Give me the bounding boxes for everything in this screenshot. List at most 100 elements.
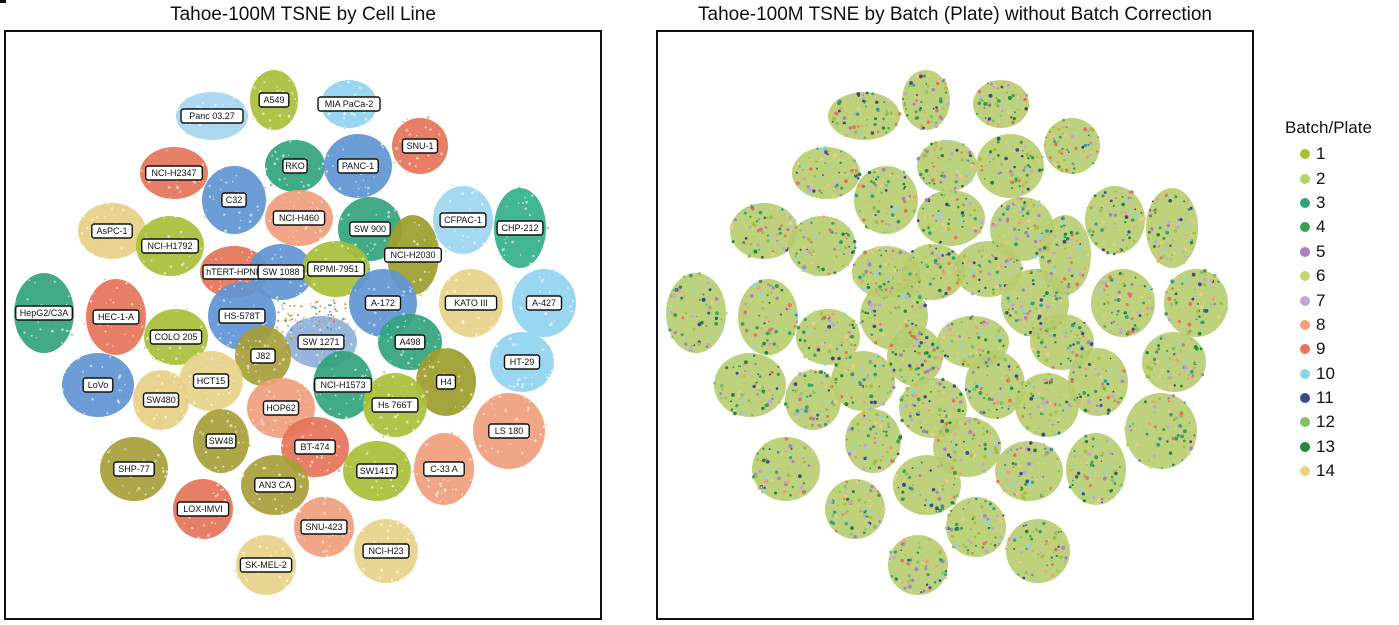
scatter-point <box>142 260 145 263</box>
scatter-point <box>278 330 281 333</box>
scatter-point <box>708 288 712 292</box>
scatter-point <box>825 408 828 411</box>
scatter-point <box>571 294 575 298</box>
scatter-point <box>241 253 244 255</box>
scatter-point <box>1021 288 1025 292</box>
scatter-point <box>115 221 118 224</box>
scatter-point <box>216 493 219 496</box>
scatter-point <box>332 151 335 153</box>
scatter-point <box>134 346 137 349</box>
scatter-point <box>350 326 353 329</box>
scatter-point <box>296 321 299 324</box>
scatter-point <box>962 254 967 258</box>
scatter-point <box>285 549 289 553</box>
scatter-point <box>809 370 812 373</box>
scatter-point <box>882 364 885 367</box>
scatter-point <box>724 396 727 399</box>
scatter-point <box>359 203 361 205</box>
cluster-label: MIA PaCa-2 <box>317 96 381 112</box>
scatter-point <box>909 81 913 85</box>
scatter-point <box>1057 127 1061 132</box>
scatter-point <box>159 156 162 159</box>
scatter-point <box>906 114 909 117</box>
scatter-point <box>321 162 325 166</box>
cluster-label-text: SNU-1 <box>406 141 433 151</box>
scatter-point <box>908 414 912 418</box>
scatter-point <box>1152 460 1155 463</box>
scatter-point <box>836 182 840 185</box>
scatter-point <box>848 126 853 130</box>
scatter-point <box>1162 428 1166 431</box>
scatter-point <box>373 541 376 544</box>
scatter-point <box>451 184 454 187</box>
scatter-point <box>303 316 306 319</box>
scatter-point <box>1167 317 1172 322</box>
scatter-point <box>131 339 133 341</box>
scatter-point <box>961 158 964 162</box>
scatter-point <box>934 425 938 430</box>
scatter-point <box>348 118 352 122</box>
scatter-point <box>357 195 359 198</box>
scatter-point <box>383 284 387 287</box>
scatter-point <box>1007 365 1011 368</box>
scatter-point <box>340 112 343 115</box>
scatter-point <box>402 350 405 353</box>
scatter-point <box>981 349 985 353</box>
scatter-point <box>1089 135 1093 139</box>
scatter-point <box>238 306 242 309</box>
scatter-point <box>862 218 866 222</box>
scatter-point <box>905 297 908 300</box>
scatter-point <box>416 419 420 423</box>
scatter-point <box>921 429 926 434</box>
scatter-point <box>1021 106 1025 110</box>
scatter-point <box>751 221 755 226</box>
scatter-point <box>340 118 343 121</box>
scatter-point <box>816 147 819 150</box>
scatter-point <box>235 468 238 471</box>
scatter-point <box>803 354 807 359</box>
scatter-point <box>395 538 397 540</box>
scatter-point <box>1071 407 1074 411</box>
scatter-point <box>858 209 861 213</box>
scatter-point <box>825 411 829 415</box>
scatter-point <box>1136 317 1140 321</box>
scatter-point <box>1152 454 1157 458</box>
scatter-point <box>1136 208 1140 211</box>
scatter-point <box>934 296 938 299</box>
scatter-point <box>1019 95 1023 98</box>
scatter-point <box>1087 362 1092 367</box>
scatter-point <box>1147 237 1150 241</box>
scatter-point <box>1147 459 1150 462</box>
scatter-point <box>955 209 960 214</box>
scatter-point <box>811 321 816 326</box>
scatter-point <box>301 317 304 320</box>
scatter-point <box>785 397 789 402</box>
scatter-point <box>278 372 282 375</box>
scatter-point <box>125 282 128 285</box>
scatter-point <box>898 352 903 357</box>
scatter-point <box>1131 422 1135 426</box>
scatter-point <box>935 144 938 147</box>
scatter-point <box>1110 322 1113 325</box>
scatter-point <box>910 401 914 404</box>
scatter-point <box>1201 314 1204 317</box>
scatter-point <box>469 434 473 438</box>
scatter-point <box>842 253 845 256</box>
scatter-point <box>180 385 183 387</box>
scatter-point <box>1015 93 1018 96</box>
scatter-point <box>287 152 291 155</box>
scatter-point <box>873 400 877 405</box>
cluster-label: NCI-H1573 <box>314 377 373 393</box>
scatter-point <box>216 483 220 487</box>
scatter-point <box>410 119 414 122</box>
scatter-point <box>382 259 385 261</box>
scatter-point <box>1057 349 1060 352</box>
scatter-point <box>520 385 524 389</box>
scatter-point <box>524 196 527 199</box>
scatter-point <box>169 197 171 199</box>
scatter-point <box>763 322 766 325</box>
scatter-point <box>814 371 817 374</box>
scatter-point <box>965 354 969 358</box>
scatter-point <box>886 258 891 262</box>
scatter-point <box>758 210 763 215</box>
